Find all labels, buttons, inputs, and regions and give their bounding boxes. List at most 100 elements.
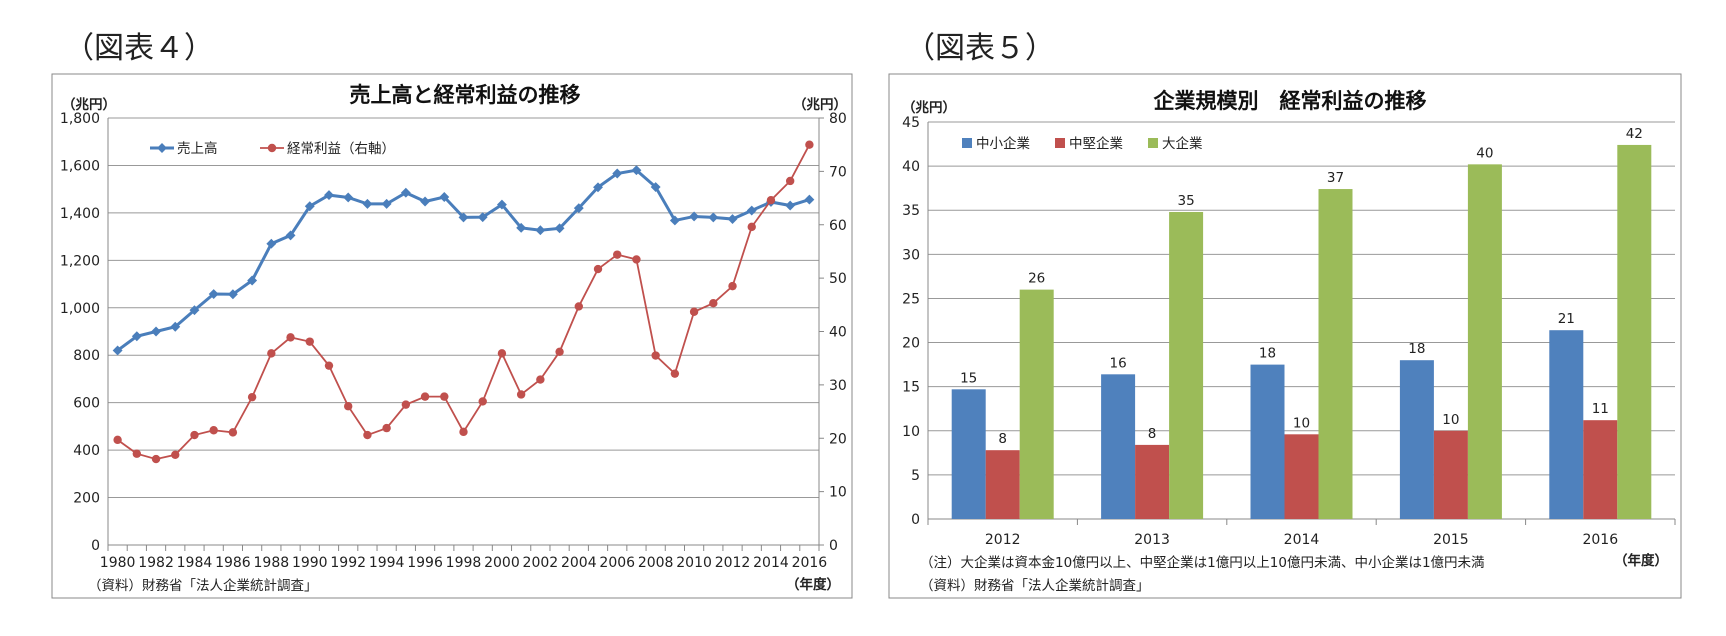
legend-swatch: [1148, 138, 1158, 148]
chart-title: 売上高と経常利益の推移: [350, 83, 581, 107]
x-tick-label: 2000: [484, 555, 520, 571]
x-tick-label: 1990: [292, 555, 328, 571]
x-tick-label: 1982: [138, 555, 174, 571]
x-tick-label: 2002: [523, 555, 559, 571]
profit-point: [747, 222, 756, 232]
bar-data-label: 21: [1558, 311, 1575, 327]
x-axis-unit: （年度）: [786, 576, 840, 593]
profit-point: [670, 369, 680, 378]
bar-大企業: [1467, 164, 1502, 519]
y-tick-left: 800: [73, 348, 100, 364]
bar-data-label: 40: [1476, 145, 1493, 161]
bar-data-label: 10: [1442, 412, 1459, 428]
profit-point: [420, 392, 430, 401]
profit-point: [171, 450, 180, 459]
bar-大企業: [1169, 211, 1204, 519]
left-axis-unit: （兆円）: [62, 97, 116, 113]
legend-label: 売上高: [177, 140, 218, 157]
profit-point: [151, 454, 161, 464]
sales-point: [170, 321, 181, 332]
bar-中小企業: [1399, 360, 1434, 519]
profit-point: [113, 435, 122, 445]
y-tick: 25: [902, 291, 920, 307]
sales-point: [727, 214, 738, 225]
x-tick-label: 2012: [985, 532, 1021, 548]
y-tick-left: 1,000: [60, 301, 100, 317]
legend-label: 中堅企業: [1069, 135, 1123, 152]
sales-point: [689, 211, 700, 222]
sales-point: [189, 305, 200, 316]
profit-point: [190, 430, 199, 440]
sales-point: [266, 238, 277, 249]
x-tick-label: 2006: [599, 555, 635, 571]
bar-中小企業: [1101, 374, 1136, 519]
bar-大企業: [1019, 289, 1054, 519]
profit-point: [247, 392, 257, 402]
x-tick-label: 2008: [638, 555, 674, 571]
sales-point: [804, 194, 815, 205]
profit-point: [651, 351, 660, 360]
x-tick-label: 1986: [215, 555, 251, 571]
sales-point: [400, 187, 411, 198]
profit-point: [459, 427, 468, 437]
bar-data-label: 37: [1327, 170, 1344, 186]
y-tick-right: 70: [829, 164, 847, 180]
y-tick: 0: [911, 512, 920, 528]
left-chart-frame: [51, 73, 853, 599]
x-tick-label: 2016: [1582, 532, 1618, 548]
profit-point: [536, 375, 545, 384]
sales-point: [535, 225, 546, 236]
x-tick-label: 2014: [753, 555, 789, 571]
y-tick-right: 50: [829, 271, 847, 287]
profit-point: [766, 195, 776, 205]
definition-note: （注）大企業は資本金10億円以上、中堅企業は1億円以上10億円未満、中小企業は1…: [920, 554, 1485, 571]
y-tick-right: 10: [829, 485, 847, 501]
y-tick-right: 80: [829, 111, 847, 127]
bar-中小企業: [1250, 364, 1285, 519]
bar-data-label: 8: [1148, 426, 1157, 442]
sales-point: [516, 222, 527, 233]
y-tick-right: 20: [829, 431, 847, 447]
profit-point: [689, 307, 699, 316]
profit-point: [132, 449, 142, 458]
y-tick: 35: [902, 203, 920, 219]
y-tick-right: 40: [829, 325, 847, 341]
bar-大企業: [1617, 144, 1652, 519]
profit-point: [785, 176, 795, 186]
y-tick: 5: [911, 468, 920, 484]
x-tick-label: 2015: [1433, 532, 1469, 548]
bar-data-label: 11: [1592, 401, 1609, 417]
bar-中堅企業: [1433, 430, 1468, 519]
x-tick-label: 1994: [369, 555, 405, 571]
sales-point: [708, 212, 719, 223]
bar-data-label: 42: [1626, 126, 1643, 142]
y-tick: 10: [902, 424, 920, 440]
sales-point: [285, 230, 296, 241]
sales-point: [362, 198, 373, 209]
sales-point: [573, 203, 584, 214]
bar-data-label: 10: [1293, 415, 1310, 431]
profit-point: [286, 333, 295, 342]
x-tick-label: 2004: [561, 555, 597, 571]
legend-label: 大企業: [1162, 135, 1203, 152]
bar-中小企業: [951, 389, 986, 519]
profit-point: [363, 430, 372, 440]
sales-point: [477, 212, 488, 223]
y-tick-left: 1,800: [60, 111, 100, 127]
x-tick-label: 1992: [330, 555, 366, 571]
right-axis-unit: （兆円）: [793, 97, 847, 113]
chart-title: 企業規模別 経常利益の推移: [1153, 89, 1427, 113]
profit-point: [709, 299, 718, 308]
y-tick: 30: [902, 247, 920, 263]
profit-point: [305, 337, 314, 346]
profit-point: [440, 392, 449, 401]
sales-point: [381, 198, 392, 209]
sales-point: [131, 331, 142, 342]
y-tick-left: 200: [73, 491, 100, 507]
y-tick-left: 600: [73, 396, 100, 412]
profit-point: [324, 361, 334, 370]
sales-point: [785, 200, 796, 211]
bar-data-label: 18: [1259, 346, 1276, 362]
y-tick-left: 400: [73, 443, 100, 459]
